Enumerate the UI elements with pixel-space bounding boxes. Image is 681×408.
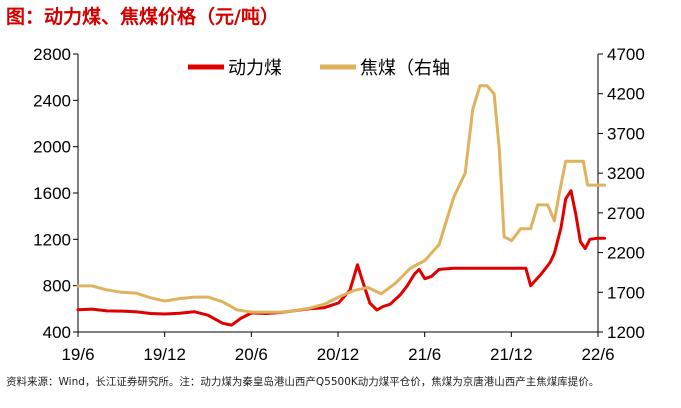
y-right-tick-label: 3200 xyxy=(607,164,645,183)
x-tick-label: 22/6 xyxy=(581,345,614,364)
x-tick-label: 20/12 xyxy=(317,345,360,364)
legend-label-coal: 动力煤 xyxy=(228,58,282,79)
y-left-tick-label: 2000 xyxy=(33,138,71,157)
y-left-tick-label: 2800 xyxy=(33,45,71,64)
y-right-tick-label: 2700 xyxy=(607,204,645,223)
y-right-tick-label: 1200 xyxy=(607,323,645,342)
series-line-coal xyxy=(76,189,607,327)
x-tick-label: 21/6 xyxy=(408,345,441,364)
y-right-tick-label: 4200 xyxy=(607,85,645,104)
chart-plot: 400 800 1200 1600 2000 2400 2800 1200 1700 2200 27… xyxy=(33,45,645,364)
y-left-tick-label: 1600 xyxy=(33,184,71,203)
y-left-tick-label: 1200 xyxy=(33,230,71,249)
source-note: 资料来源：Wind，长江证券研究所。注：动力煤为秦皇岛港山西产Q5500K动力煤… xyxy=(6,376,600,388)
y-right-tick-label: 4700 xyxy=(607,45,645,64)
y-right-tick-label: 3700 xyxy=(607,124,645,143)
y-left-tick-label: 400 xyxy=(43,323,71,342)
series-line-coking xyxy=(76,84,607,314)
y-right-tick-label: 1700 xyxy=(607,283,645,302)
y-left-tick-label: 2400 xyxy=(33,91,71,110)
x-tick-label: 19/6 xyxy=(61,345,94,364)
x-tick-label: 20/6 xyxy=(235,345,268,364)
y-right-tick-label: 2200 xyxy=(607,244,645,263)
x-tick-label: 19/12 xyxy=(143,345,186,364)
chart-title: 图：动力煤、焦煤价格（元/吨） xyxy=(6,6,279,28)
legend-label-coking: 焦煤（右轴 xyxy=(360,58,450,79)
y-left-tick-label: 800 xyxy=(43,277,71,296)
x-tick-label: 21/12 xyxy=(490,345,533,364)
